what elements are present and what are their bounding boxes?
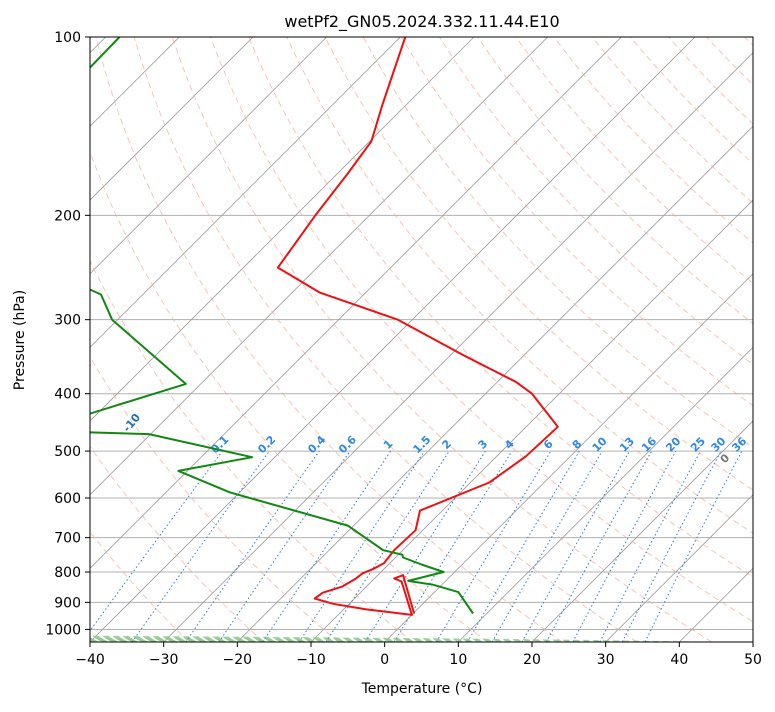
isotherm-line [679, 37, 775, 642]
dry-adiabat-line [745, 37, 775, 642]
isotherm-line [311, 37, 775, 642]
isotherm-line [753, 37, 775, 642]
x-tick-label: −20 [223, 652, 253, 668]
moist-adiabat-line [0, 215, 650, 642]
x-tick-label: −30 [149, 652, 179, 668]
x-tick-label: 40 [670, 652, 688, 668]
dry-adiabat-line [96, 37, 562, 642]
y-tick-label: 600 [54, 491, 81, 507]
dry-adiabat-line [516, 37, 775, 642]
dry-adiabat-line [668, 37, 775, 642]
dry-adiabat-line [707, 37, 775, 642]
y-axis-title: Pressure (hPa) [12, 290, 28, 390]
isotherm-line [0, 37, 327, 642]
profile-lines-layer [0, 37, 558, 615]
isotherm-line [16, 37, 621, 642]
isotherm-line [385, 37, 775, 642]
dry-adiabat-line [58, 37, 488, 642]
x-tick-label: 0 [380, 652, 389, 668]
mixing-ratio-label: 1.5 [410, 433, 433, 456]
mixing-ratio-line [600, 451, 701, 642]
isotherm-line [532, 37, 775, 642]
y-tick-label: 900 [54, 595, 81, 611]
x-tick-label: 30 [597, 652, 615, 668]
mixing-ratio-line [219, 451, 350, 642]
mixing-ratio-label: 0.6 [336, 433, 359, 456]
x-tick-label: −10 [296, 652, 326, 668]
dry-adiabat-line [478, 37, 775, 642]
plot-frame [90, 37, 753, 642]
isotherm-line [0, 37, 548, 642]
y-tick-label: 200 [54, 208, 81, 224]
moist-adiabat-label: 0 [718, 451, 733, 466]
moist-adiabat-line [0, 215, 355, 642]
dry-adiabat-line [20, 37, 413, 642]
y-tick-label: 800 [54, 565, 81, 581]
y-tick-label: 400 [54, 387, 81, 403]
y-tick-label: 500 [54, 444, 81, 460]
mixing-ratio-label: 8 [570, 437, 585, 452]
y-tick-label: 700 [54, 531, 81, 547]
y-tick-label: 300 [54, 313, 81, 329]
x-tick-label: 20 [523, 652, 541, 668]
mixing-ratio-label: 2 [439, 437, 454, 452]
x-tick-label: 50 [744, 652, 762, 668]
dry-adiabat-line [0, 37, 264, 642]
moist-adiabat-label: 10 [759, 490, 775, 510]
x-tick-label: 10 [449, 652, 467, 668]
isotherm-line [237, 37, 775, 642]
chart-title: wetPf2_GN05.2024.332.11.44.E10 [284, 12, 559, 32]
dry-adiabat-line [554, 37, 775, 642]
mixing-ratio-label: 25 [688, 435, 708, 455]
moist-adiabat-line [0, 215, 620, 642]
mixing-ratio-line [573, 451, 676, 642]
isotherm-line [0, 37, 253, 642]
mixing-ratio-label: 13 [617, 435, 637, 455]
isotherm-line [458, 37, 775, 642]
temperature-profile-line [278, 37, 558, 615]
isotherm-line [164, 37, 769, 642]
mixing-ratio-label: 3 [476, 437, 491, 452]
mixing-ratio-line [522, 451, 629, 642]
isotherm-line [0, 37, 400, 642]
y-tick-label: 100 [54, 30, 81, 46]
x-tick-label: −40 [75, 652, 105, 668]
mixing-ratio-line [263, 451, 391, 642]
mixing-ratio-line [365, 451, 485, 642]
mixing-ratio-line [468, 451, 580, 642]
dry-adiabat-line [0, 37, 338, 642]
dry-adiabat-line [0, 37, 189, 642]
dry-adiabat-label: -10 [120, 411, 143, 435]
mixing-ratio-label: 0.4 [305, 433, 328, 456]
y-tick-label: 1000 [45, 622, 81, 638]
mixing-ratio-label: 0.2 [255, 433, 278, 456]
x-axis-title: Temperature (°C) [361, 681, 483, 697]
isotherm-line [0, 37, 474, 642]
dry-adiabat-line [592, 37, 775, 642]
mixing-ratio-line [326, 451, 449, 642]
mixing-ratio-line [546, 451, 651, 642]
